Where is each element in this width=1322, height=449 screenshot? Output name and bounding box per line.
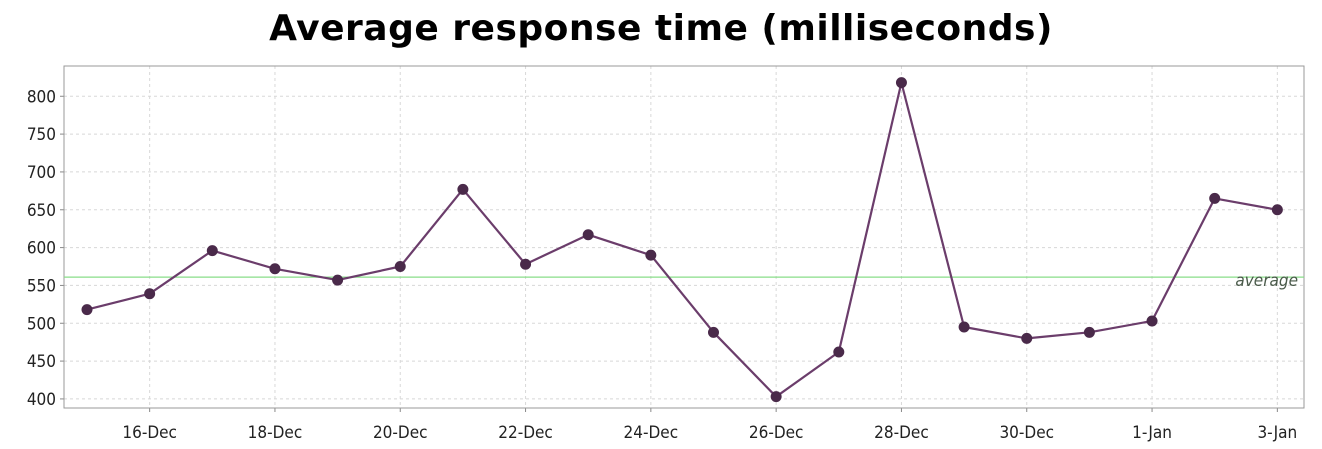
data-point (770, 391, 782, 403)
data-point (332, 274, 344, 286)
plot-area (64, 66, 1304, 408)
x-tick-label: 22-Dec (498, 423, 553, 443)
y-tick-label: 450 (27, 352, 56, 372)
data-point (708, 326, 719, 338)
x-tick-label: 20-Dec (373, 423, 428, 443)
y-tick-label: 800 (27, 87, 56, 107)
data-point (394, 261, 406, 273)
data-point (81, 304, 93, 316)
data-point (1021, 332, 1033, 344)
data-point (144, 288, 156, 300)
data-point (1146, 315, 1158, 327)
y-tick-label: 700 (27, 163, 56, 183)
x-tick-label: 3-Jan (1257, 423, 1297, 443)
data-point (457, 183, 469, 195)
y-tick-label: 750 (27, 125, 56, 145)
data-point (1083, 326, 1095, 338)
series-line (86, 81, 1278, 398)
y-tick-label: 400 (27, 390, 56, 410)
y-tick-label: 600 (27, 239, 56, 259)
data-point (582, 229, 594, 241)
x-tick-label: 16-Dec (122, 423, 177, 443)
data-point (645, 249, 657, 261)
chart-title: Average response time (milliseconds) (269, 8, 1053, 49)
x-tick-label: 26-Dec (749, 423, 804, 443)
x-tick-label: 24-Dec (624, 423, 679, 443)
x-tick-label: 28-Dec (874, 423, 929, 443)
x-tick-label: 30-Dec (999, 423, 1054, 443)
plot-border (63, 65, 1305, 409)
data-point (1271, 204, 1283, 216)
data-point (895, 77, 907, 89)
data-point (1209, 192, 1221, 204)
y-tick-label: 550 (27, 276, 56, 296)
y-tick-label: 500 (27, 314, 56, 334)
average-label: average (1235, 271, 1298, 291)
data-point (520, 258, 532, 270)
data-point (833, 346, 845, 358)
data-point (269, 263, 281, 275)
x-tick-label: 18-Dec (248, 423, 303, 443)
data-point (958, 321, 970, 333)
data-point (206, 245, 218, 257)
x-tick-label: 1-Jan (1132, 423, 1172, 443)
y-tick-label: 650 (27, 201, 56, 221)
